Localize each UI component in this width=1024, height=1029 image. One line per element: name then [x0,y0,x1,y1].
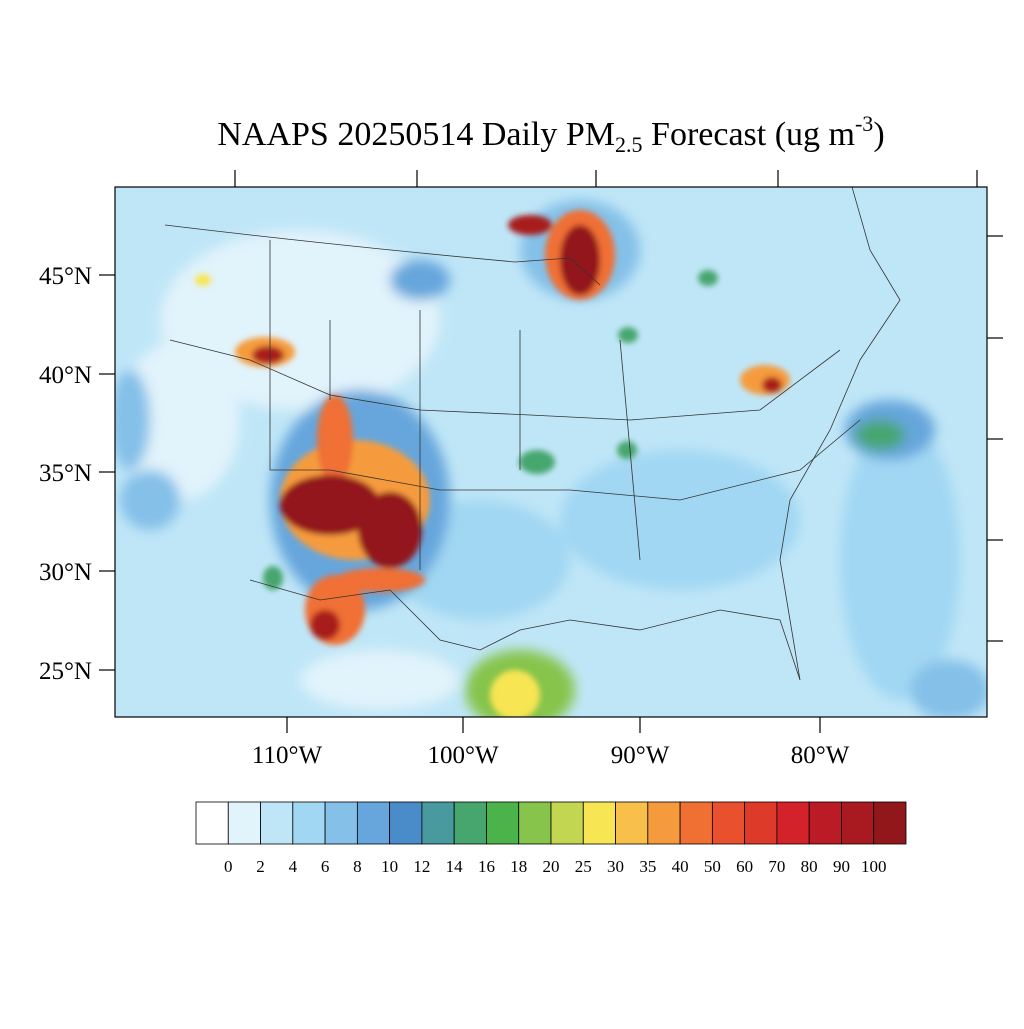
colorbar-box [679,801,713,845]
colorbar-label: 6 [321,857,330,876]
colorbar-label: 4 [289,857,298,876]
colorbar-box [615,801,649,845]
colorbar-label: 40 [672,857,689,876]
colorbar-box [356,801,391,845]
colorbar-box [195,801,229,845]
plot-frame [114,186,988,718]
lon-label: 80°W [791,742,850,769]
colorbar-box [711,801,746,845]
colorbar-box [808,801,842,845]
colorbar-box [550,801,584,845]
colorbar-box [324,801,358,845]
colorbar-label: 0 [224,857,233,876]
lon-label: 100°W [427,742,498,769]
colorbar-label: 12 [413,857,430,876]
colorbar-label: 70 [768,857,785,876]
colorbar: 0 2 4 6 8 10 12 14 16 18 20 25 30 35 40 50 60 70 80 90 100 [195,801,907,876]
colorbar-box [776,801,810,845]
colorbar-label: 30 [607,857,624,876]
lat-label: 35°N [39,460,92,487]
political-boundaries [164,187,901,681]
title-subscript: 2.5 [615,132,643,157]
map-title: NAAPS 20250514 Daily PM2.5 Forecast (ug … [217,111,884,157]
axis-labels: 45°N 40°N 35°N 30°N 25°N 110°W 100°W 90°W 80°W [39,263,850,769]
lon-label: 90°W [611,742,670,769]
colorbar-box [486,801,520,845]
colorbar-label: 14 [446,857,464,876]
colorbar-label: 8 [353,857,362,876]
title-superscript: -3 [855,111,873,136]
colorbar-box [260,801,294,845]
lat-label: 25°N [39,658,92,685]
colorbar-box [389,801,423,845]
colorbar-label: 10 [381,857,398,876]
colorbar-box [744,801,778,845]
colorbar-box [841,801,875,845]
pm25-field [115,187,987,717]
colorbar-label: 60 [736,857,753,876]
colorbar-box [582,801,616,845]
colorbar-box [421,801,455,845]
colorbar-box [518,801,552,845]
colorbar-label: 90 [833,857,850,876]
colorbar-label: 50 [704,857,721,876]
title-main: NAAPS 20250514 Daily PM [217,116,615,153]
title-end: ) [873,116,884,153]
lat-label: 45°N [39,263,92,290]
colorbar-box [292,801,326,845]
lon-label: 110°W [252,742,323,769]
colorbar-box [647,801,681,845]
colorbar-box [873,801,907,845]
colorbar-label: 35 [639,857,656,876]
lat-label: 30°N [39,559,92,586]
title-middle: Forecast (ug m [643,116,855,153]
colorbar-label: 18 [510,857,527,876]
colorbar-box [453,801,487,845]
lat-label: 40°N [39,362,92,389]
colorbar-label: 20 [543,857,560,876]
frame-ticks [99,170,1003,733]
colorbar-label: 100 [861,857,887,876]
colorbar-label: 16 [478,857,495,876]
colorbar-label: 80 [801,857,818,876]
colorbar-label: 25 [575,857,592,876]
colorbar-box [227,801,261,845]
colorbar-label: 2 [256,857,265,876]
